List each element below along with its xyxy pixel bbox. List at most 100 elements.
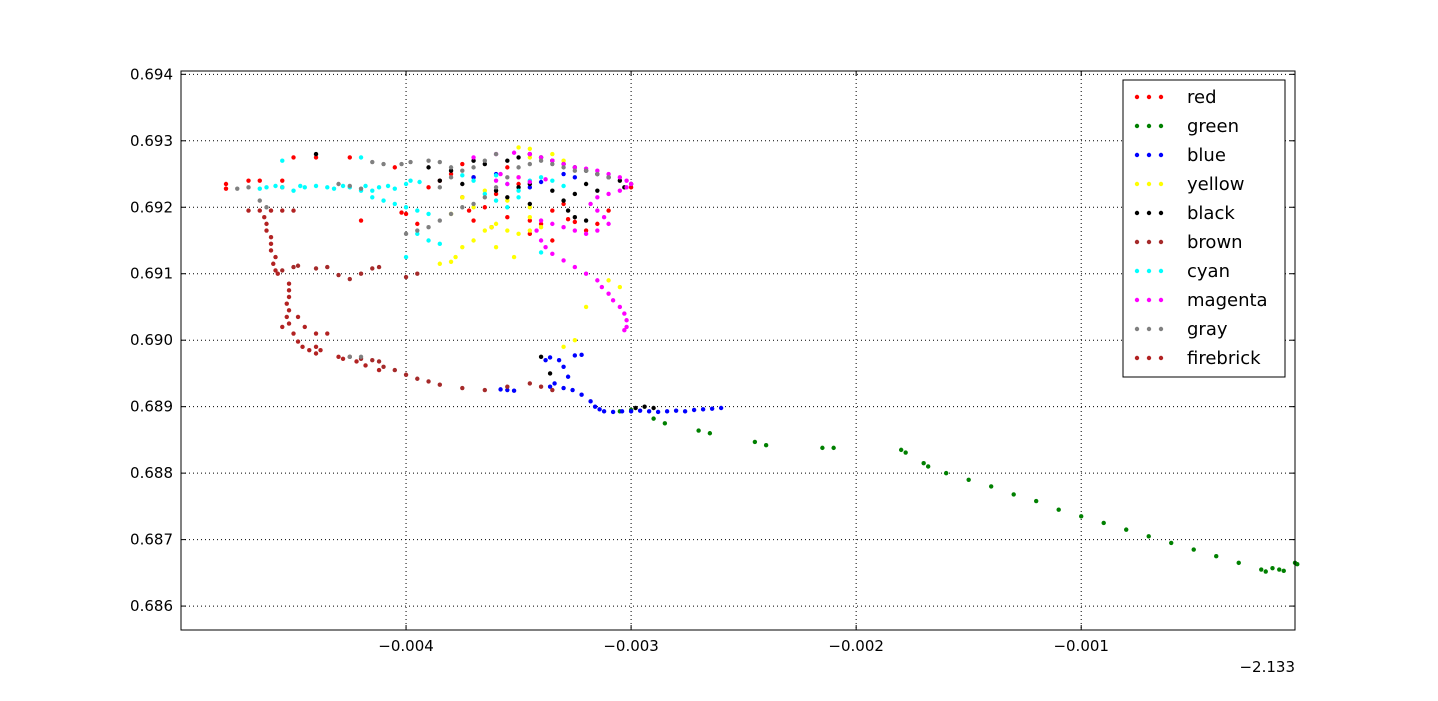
data-point [511,150,517,155]
data-point [943,470,949,476]
legend-marker [1134,152,1140,158]
data-point [538,225,544,230]
legend-marker [1146,297,1152,303]
data-point [286,321,292,326]
legend-marker [1134,94,1140,100]
data-point [257,198,262,203]
data-point [597,407,602,412]
data-point [622,328,627,333]
data-point [370,266,375,271]
data-point [392,165,397,170]
data-point [426,211,431,217]
data-point [709,406,715,411]
data-point [313,344,319,350]
data-point [489,225,494,230]
data-point [606,291,611,296]
data-point [460,168,465,173]
data-point [291,155,296,160]
data-point [471,158,476,163]
data-point [370,188,375,193]
data-point [595,188,600,193]
data-point [286,288,292,293]
data-point [347,155,352,160]
legend-marker [1158,94,1164,100]
legend-marker [1158,123,1164,129]
legend-entry: magenta [1134,290,1268,311]
data-point [363,363,368,368]
data-point [376,367,382,373]
legend: red green blue yellow black brown cyan magenta g… [1122,79,1286,378]
data-point [572,168,578,173]
data-point [655,409,661,415]
data-point [516,175,521,180]
legend-entry: blue [1134,145,1226,166]
legend-marker [1134,326,1140,332]
data-point [538,221,544,227]
data-point [295,314,301,320]
data-point [1295,561,1300,567]
legend-marker [1134,268,1140,274]
data-point [385,183,391,189]
data-point [415,271,420,276]
data-point [1169,540,1174,546]
data-point [493,151,499,157]
data-point [370,357,375,363]
data-point [1191,547,1196,552]
data-point [437,218,443,223]
legend-marker [1146,181,1152,187]
data-point [298,183,303,189]
data-point [561,198,566,203]
data-point [482,161,488,167]
data-point [268,241,274,247]
data-point [588,201,593,207]
x-offset-label: −2.133 [1239,658,1295,676]
legend-marker [1134,355,1140,361]
data-point [257,178,262,183]
data-point [651,416,656,421]
data-point [295,339,301,344]
data-point [988,484,994,489]
data-point [617,284,623,290]
data-point [268,208,274,213]
data-point [426,238,431,243]
data-point [437,261,443,266]
data-point [511,388,517,393]
data-point [624,324,629,330]
data-point [606,175,611,180]
data-point [1236,560,1241,566]
data-point [471,238,476,243]
data-point [534,228,539,233]
x-tick-label: −0.002 [828,637,884,655]
data-point [363,183,368,189]
legend-marker [1146,94,1152,100]
data-point [550,178,555,183]
data-point [606,221,611,227]
data-point [572,264,578,270]
data-point [273,183,278,189]
data-point [313,351,319,356]
legend-marker [1146,268,1152,274]
data-point [403,205,409,210]
data-point [572,353,578,358]
data-point [358,155,364,160]
data-point [583,218,589,223]
data-point [595,195,600,200]
data-point [527,215,533,220]
data-point [925,464,931,469]
data-point [493,185,499,190]
data-point [617,178,623,183]
legend-label: cyan [1187,261,1230,282]
data-point [505,215,510,220]
data-point [606,191,611,197]
data-point [460,205,465,210]
data-point [448,211,454,217]
data-point [284,301,289,306]
data-point [426,379,431,384]
data-point [482,205,488,210]
legend-label: yellow [1187,174,1244,195]
data-point [511,254,517,260]
data-point [313,151,319,157]
data-point [527,179,533,185]
data-point [538,218,544,223]
